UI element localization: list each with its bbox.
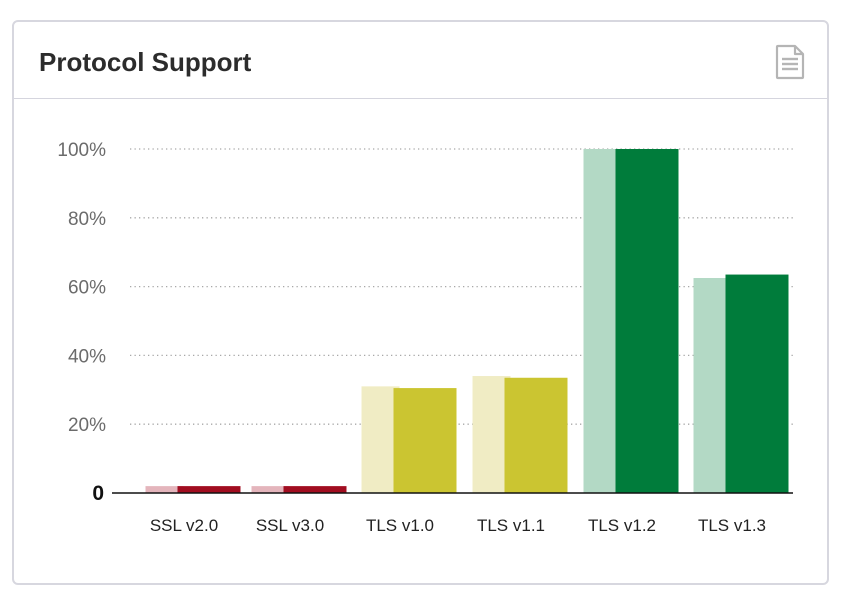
x-category-label: TLS v1.2 (588, 516, 656, 535)
bar-series-1 (145, 486, 184, 493)
y-tick-label: 0 (92, 482, 104, 505)
x-category-label: SSL v3.0 (256, 516, 324, 535)
y-tick-label: 40% (68, 346, 106, 367)
card-title: Protocol Support (39, 47, 252, 77)
bar-series-2 (615, 149, 679, 493)
bar-series-2 (393, 388, 457, 493)
bar-series-1 (583, 149, 622, 493)
x-category-label: TLS v1.0 (366, 516, 434, 535)
y-tick-label: 100% (57, 140, 106, 161)
bar-series-2 (177, 486, 241, 493)
y-tick-label: 20% (68, 415, 106, 436)
y-tick-label: 80% (68, 209, 106, 230)
bar-series-1 (472, 376, 511, 493)
bar-series-1 (693, 278, 732, 493)
bar-series-2 (283, 486, 347, 493)
bar-series-1 (251, 486, 290, 493)
document-icon[interactable] (773, 44, 807, 80)
x-category-label: TLS v1.3 (698, 516, 766, 535)
bar-series-1 (361, 386, 400, 493)
card-header: Protocol Support (14, 22, 827, 99)
bar-series-2 (725, 274, 789, 493)
bar-series-2 (504, 377, 568, 493)
x-category-label: SSL v2.0 (150, 516, 218, 535)
x-category-label: TLS v1.1 (477, 516, 545, 535)
y-tick-label: 60% (68, 278, 106, 299)
